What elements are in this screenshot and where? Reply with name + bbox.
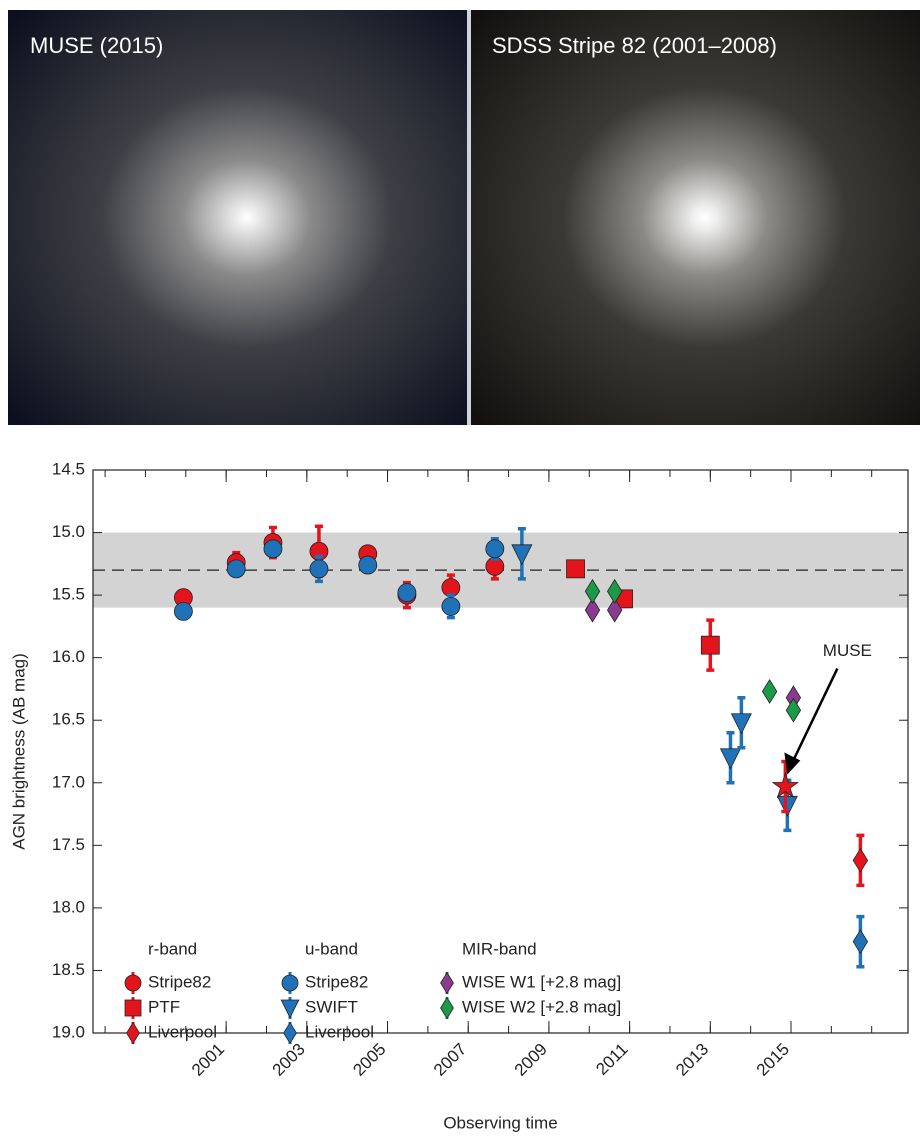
x-tick-label: 2001 (188, 1040, 228, 1080)
data-point (607, 597, 623, 623)
legend-label: Stripe82 (148, 972, 211, 991)
data-point (607, 578, 623, 604)
y-tick-label: 15.5 (52, 585, 85, 604)
x-tick-label: 2011 (592, 1040, 631, 1079)
annotation-arrow (790, 667, 839, 766)
data-point (263, 539, 283, 559)
legend-marker (124, 974, 142, 992)
y-tick-label: 19.0 (52, 1022, 85, 1041)
y-axis-label: AGN brightness (AB mag) (9, 653, 28, 850)
y-tick-label: 16.5 (52, 710, 85, 729)
legend-label: PTF (148, 997, 180, 1016)
legend-marker (126, 1021, 140, 1045)
y-tick-label: 18.5 (52, 960, 85, 979)
data-point (584, 597, 601, 623)
data-point (584, 578, 601, 604)
y-tick-label: 16.0 (52, 647, 85, 666)
y-tick-label: 17.0 (52, 772, 85, 791)
annotation-point (771, 771, 800, 799)
x-axis-label: Observing time (443, 1113, 557, 1132)
legend-marker (281, 974, 299, 992)
annotation-arrowhead (784, 752, 801, 775)
sdss-image (471, 10, 920, 425)
y-tick-label: 18.0 (52, 897, 85, 916)
legend-label: Stripe82 (305, 972, 368, 991)
annotation-label: MUSE (823, 641, 872, 660)
data-point (852, 929, 869, 955)
image-label: SDSS Stripe 82 (2001–2008) (492, 33, 777, 58)
legend-label: SWIFT (305, 997, 358, 1016)
legend-group-title: MIR-band (462, 939, 537, 958)
data-point (700, 635, 720, 655)
legend-group-title: r-band (148, 939, 197, 958)
legend-label: WISE W1 [+2.8 mag] (462, 972, 621, 991)
x-tick-label: 2013 (672, 1040, 712, 1080)
data-point (226, 559, 246, 579)
x-tick-label: 2015 (753, 1040, 793, 1080)
legend-label: Liverpool (148, 1022, 217, 1041)
legend-marker (440, 971, 454, 995)
data-point (397, 583, 417, 603)
legend-marker (280, 999, 300, 1019)
data-point (761, 678, 778, 704)
legend-marker (440, 996, 454, 1020)
muse-image (8, 10, 467, 425)
data-point (730, 713, 752, 735)
x-tick-label: 2007 (430, 1040, 470, 1080)
y-tick-label: 14.5 (52, 459, 85, 478)
data-point (719, 748, 742, 770)
x-tick-label: 2005 (349, 1040, 389, 1080)
y-tick-label: 15.0 (52, 522, 85, 541)
data-point (485, 539, 505, 559)
legend-label: WISE W2 [+2.8 mag] (462, 997, 621, 1016)
data-point (785, 697, 802, 723)
data-point (776, 795, 798, 817)
legend-group-title: u-band (305, 939, 358, 958)
data-point (309, 559, 329, 579)
data-point (852, 847, 869, 873)
data-point (441, 596, 461, 616)
image-divider (467, 10, 471, 425)
legend-label: Liverpool (305, 1022, 374, 1041)
data-point (511, 544, 533, 566)
data-point (358, 555, 378, 575)
x-tick-label: 2009 (511, 1040, 551, 1080)
legend-marker (124, 999, 142, 1017)
data-point (173, 601, 193, 621)
image-label: MUSE (2015) (30, 33, 163, 58)
y-tick-label: 17.5 (52, 835, 85, 854)
plot-frame (92, 469, 909, 1034)
legend-marker (283, 1021, 297, 1045)
data-point (566, 559, 585, 579)
x-tick-label: 2003 (269, 1040, 309, 1080)
